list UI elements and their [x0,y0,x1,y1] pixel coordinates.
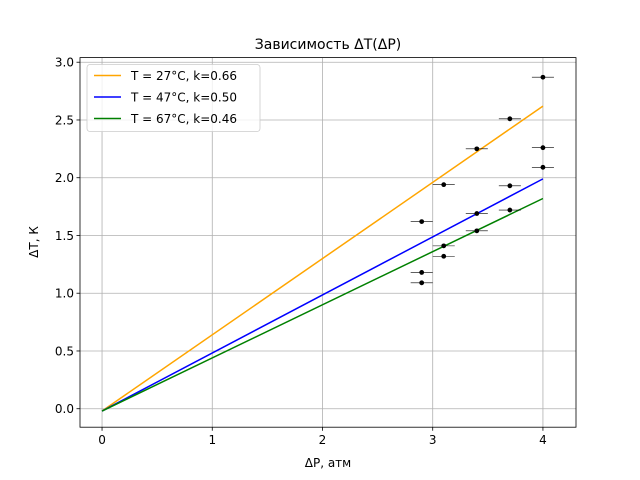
x-tick-label: 1 [208,433,216,447]
legend: T = 27°C, k=0.66 T = 47°C, k=0.50 T = 67°C… [86,64,261,132]
plot-frame [79,57,577,428]
y-tick-label: 0.5 [55,344,74,358]
legend-label-3: T = 67°C, k=0.46 [130,112,237,126]
data-point [474,146,480,152]
data-point [419,280,425,286]
y-tick-label: 1.0 [55,287,74,301]
grid [80,57,576,428]
y-tick-label: 3.0 [55,56,74,70]
legend-label-2: T = 47°C, k=0.50 [130,90,237,104]
y-axis-title: ΔT, К [27,226,41,258]
series-line-3 [101,197,544,412]
data-point [419,270,425,275]
series-line-2 [101,178,544,412]
y-tick-label: 2.0 [55,171,74,185]
x-tick-label: 0 [98,433,106,447]
y-tick-label: 0.0 [55,402,74,416]
x-tick-label: 3 [429,433,437,447]
chart-title: Зависимость ΔT(ΔP) [255,37,401,53]
legend-label-1: T = 27°C, k=0.66 [130,69,237,83]
legend-box [86,64,261,132]
data-point [441,243,447,249]
x-tick-label: 4 [539,433,547,447]
data-point [540,164,546,170]
data-point [419,219,425,225]
y-tick-label: 2.5 [55,113,74,127]
series-lines [101,105,544,412]
data-point [474,228,480,234]
series-line-1 [101,105,544,412]
data-point [441,253,447,259]
data-point [507,207,513,213]
x-axis-title: ΔP, атм [305,456,351,470]
data-point [540,74,546,80]
axis-ticks: 0 1 2 3 4 0.0 0.5 1.0 1.5 2.0 2.5 3.0 [55,56,547,448]
data-point [441,182,447,188]
data-point [474,211,480,216]
y-tick-label: 1.5 [55,229,74,243]
data-point [507,183,513,189]
data-point [507,116,513,122]
x-tick-label: 2 [319,433,327,447]
data-points [410,74,554,286]
data-point [540,145,546,151]
